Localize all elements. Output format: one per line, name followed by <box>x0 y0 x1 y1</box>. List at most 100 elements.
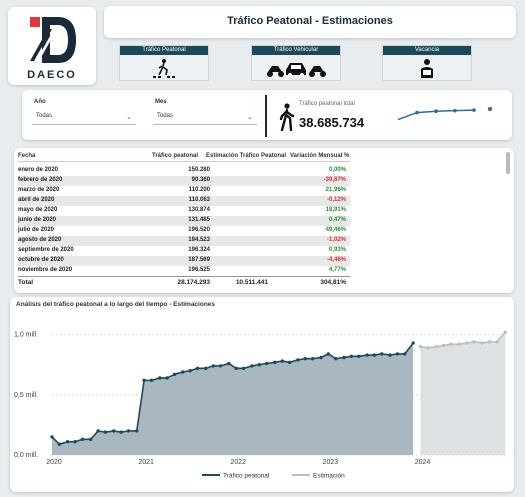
cell-fecha: enero de 2020 <box>18 167 59 173</box>
table-row[interactable]: octubre de 2020 187.569 -4,46% <box>18 256 350 266</box>
data-point[interactable] <box>495 340 499 344</box>
data-point[interactable] <box>188 369 192 373</box>
data-point[interactable] <box>472 340 476 344</box>
col-header-estimacion[interactable]: Estimación Tráfico Peatonal <box>206 153 287 159</box>
logo-text: DAECO <box>27 69 77 81</box>
data-point[interactable] <box>73 440 77 444</box>
daeco-logo-icon <box>30 17 76 63</box>
data-point[interactable] <box>165 376 169 380</box>
table-row[interactable]: marzo de 2020 110.200 21,96% <box>18 186 350 196</box>
data-point[interactable] <box>96 429 100 433</box>
data-point[interactable] <box>88 437 93 442</box>
col-header-variacion[interactable]: Variación Mensual % <box>290 153 350 159</box>
data-point[interactable] <box>234 366 238 371</box>
data-point[interactable] <box>303 357 308 361</box>
data-point[interactable] <box>158 376 162 380</box>
table-scrollbar[interactable] <box>506 152 510 174</box>
data-point[interactable] <box>257 363 261 367</box>
data-point[interactable] <box>380 352 384 356</box>
table-row[interactable]: enero de 2020 150.280 0,00% <box>18 166 350 176</box>
table-row[interactable]: abril de 2020 110.063 -0,12% <box>18 196 350 206</box>
table-row[interactable]: febrero de 2020 90.360 -39,87% <box>18 176 350 186</box>
data-point[interactable] <box>264 361 269 366</box>
col-header-trafico[interactable]: Tráfico peatonal <box>152 153 199 159</box>
data-point[interactable] <box>434 344 438 349</box>
data-point[interactable] <box>50 435 54 439</box>
data-point[interactable] <box>365 353 369 357</box>
data-point[interactable] <box>457 342 461 346</box>
x-tick-label: 2024 <box>415 459 431 466</box>
data-point[interactable] <box>503 330 507 334</box>
data-point[interactable] <box>357 354 361 358</box>
data-point[interactable] <box>172 372 177 377</box>
data-point[interactable] <box>211 364 215 368</box>
year-dropdown[interactable]: Todas ⌄ <box>32 109 136 125</box>
table-row[interactable]: septiembre de 2020 196.324 0,93% <box>18 246 350 256</box>
data-point[interactable] <box>280 359 285 363</box>
data-point[interactable] <box>372 353 377 357</box>
kpi-label: Tráfico peatonal total <box>299 101 355 107</box>
cell-fecha: junio de 2020 <box>18 217 57 223</box>
nav-button-label: Vacancia <box>383 46 471 55</box>
data-point[interactable] <box>57 442 62 446</box>
data-point[interactable] <box>250 364 254 368</box>
data-point[interactable] <box>388 353 392 357</box>
data-point[interactable] <box>80 437 85 442</box>
col-header-fecha[interactable]: Fecha <box>18 153 36 159</box>
data-point[interactable] <box>449 342 453 346</box>
data-point[interactable] <box>487 340 492 344</box>
nav-button-trafico-peatonal[interactable]: Tráfico Peatonal <box>119 45 209 81</box>
data-point[interactable] <box>326 352 331 356</box>
data-point[interactable] <box>464 341 469 345</box>
data-point[interactable] <box>65 440 70 444</box>
data-point[interactable] <box>218 364 223 368</box>
data-point[interactable] <box>195 366 200 371</box>
data-point[interactable] <box>418 344 423 349</box>
nav-button-vacancia[interactable]: Vacancia <box>382 45 472 81</box>
data-point[interactable] <box>227 361 231 366</box>
data-point[interactable] <box>311 357 315 361</box>
table-row[interactable]: junio de 2020 131.485 0,47% <box>18 216 350 226</box>
data-point[interactable] <box>103 430 108 434</box>
data-point[interactable] <box>480 341 484 345</box>
table-row[interactable]: agosto de 2020 194.523 -1,02% <box>18 236 350 246</box>
data-point[interactable] <box>135 429 139 433</box>
cell-trafico: 131.485 <box>188 217 210 223</box>
table-row[interactable]: julio de 2020 196.520 49,46% <box>18 226 350 236</box>
data-point[interactable] <box>149 378 154 383</box>
data-point[interactable] <box>296 358 300 362</box>
data-point[interactable] <box>403 352 407 356</box>
y-tick-label: 0,0 mill. <box>14 452 38 459</box>
data-point[interactable] <box>411 341 415 345</box>
series-area <box>420 332 506 455</box>
data-point[interactable] <box>287 360 292 365</box>
legend-label[interactable]: Estimación <box>313 473 345 480</box>
data-point[interactable] <box>126 429 131 433</box>
table-row[interactable]: mayo de 2020 130.874 18,91% <box>18 206 350 216</box>
data-point[interactable] <box>441 343 446 348</box>
data-point[interactable] <box>342 355 346 360</box>
data-point[interactable] <box>319 355 323 360</box>
data-point[interactable] <box>119 430 123 434</box>
cell-trafico: 194.523 <box>188 237 210 243</box>
data-point[interactable] <box>273 360 277 365</box>
month-dropdown[interactable]: Todas ⌄ <box>153 109 257 125</box>
total-variacion: 304,81% <box>320 279 346 286</box>
data-point[interactable] <box>349 354 354 358</box>
cell-variacion: 0,93% <box>328 247 346 253</box>
data-point[interactable] <box>181 370 185 374</box>
table-total-row: Total 28.174.293 10.511.441 304,81% <box>18 276 350 288</box>
data-point[interactable] <box>426 346 430 350</box>
kpi-total: Tráfico peatonal total 38.685.734 <box>265 95 375 137</box>
nav-button-trafico-vehicular[interactable]: Tráfico Vehicular <box>251 45 341 81</box>
logo-card: DAECO <box>8 7 96 85</box>
data-point[interactable] <box>204 366 208 371</box>
data-point[interactable] <box>395 352 400 356</box>
cell-fecha: septiembre de 2020 <box>18 247 74 253</box>
table-row[interactable]: noviembre de 2020 196.525 4,77% <box>18 266 350 276</box>
data-point[interactable] <box>334 357 338 361</box>
data-point[interactable] <box>241 366 246 371</box>
data-point[interactable] <box>142 378 146 383</box>
legend-label[interactable]: Tráfico peatonal <box>223 473 270 480</box>
data-point[interactable] <box>112 429 116 433</box>
